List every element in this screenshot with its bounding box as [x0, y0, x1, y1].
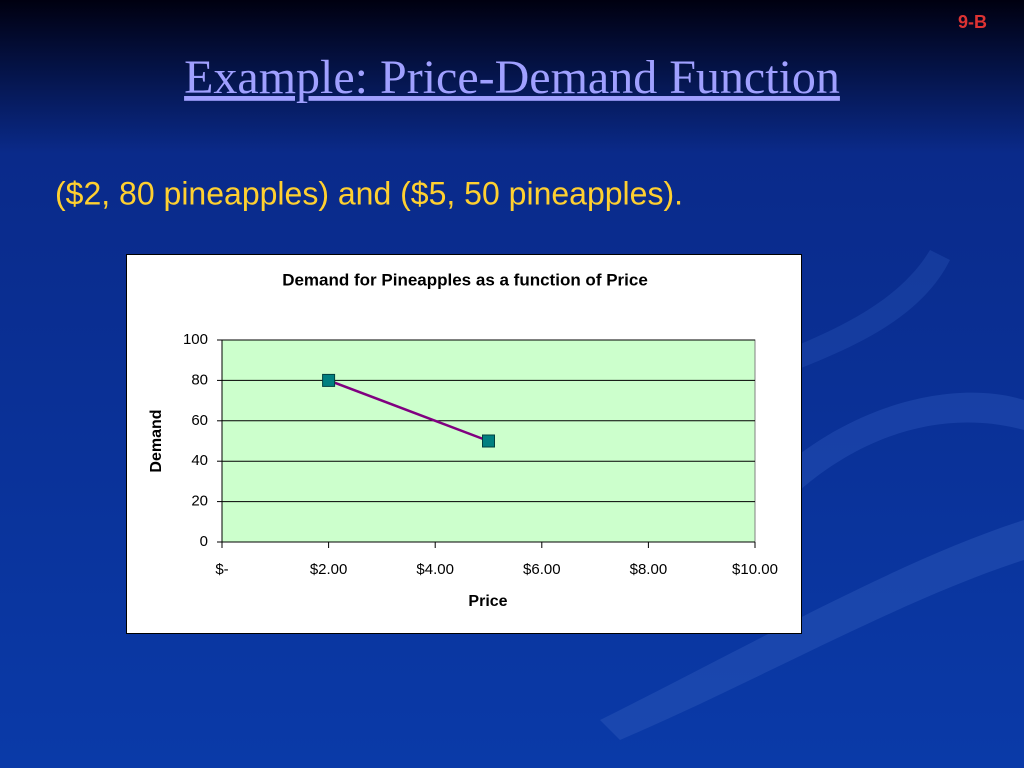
x-tick-label: $6.00 — [523, 561, 561, 578]
y-tick-label: 0 — [200, 533, 208, 550]
slide-number: 9-B — [958, 12, 987, 32]
x-tick-label: $10.00 — [732, 561, 778, 578]
x-tick-label: $4.00 — [416, 561, 454, 578]
x-tick-label: $2.00 — [310, 561, 348, 578]
y-tick-label: 20 — [191, 493, 208, 510]
y-tick-label: 100 — [183, 331, 208, 348]
swoosh — [780, 392, 1024, 490]
swoosh — [760, 250, 950, 380]
x-tick-label: $- — [215, 561, 228, 578]
y-tick-label: 80 — [191, 371, 208, 388]
slide-text: ($2, 80 pineapples) and ($5, 50 pineappl… — [55, 175, 683, 211]
data-line — [328, 379, 489, 443]
y-tick-label: 60 — [191, 412, 208, 429]
x-tick-label: $8.00 — [630, 561, 668, 578]
y-axis-label: Demand — [148, 409, 165, 472]
swoosh — [600, 520, 1024, 740]
slide-title: Example: Price-Demand Function — [184, 51, 840, 104]
chart-title: Demand for Pineapples as a function of P… — [282, 270, 648, 289]
x-axis-label: Price — [468, 593, 507, 610]
y-tick-label: 40 — [191, 452, 208, 469]
data-point — [482, 434, 495, 448]
plot-area — [221, 339, 756, 543]
data-point — [322, 373, 336, 387]
